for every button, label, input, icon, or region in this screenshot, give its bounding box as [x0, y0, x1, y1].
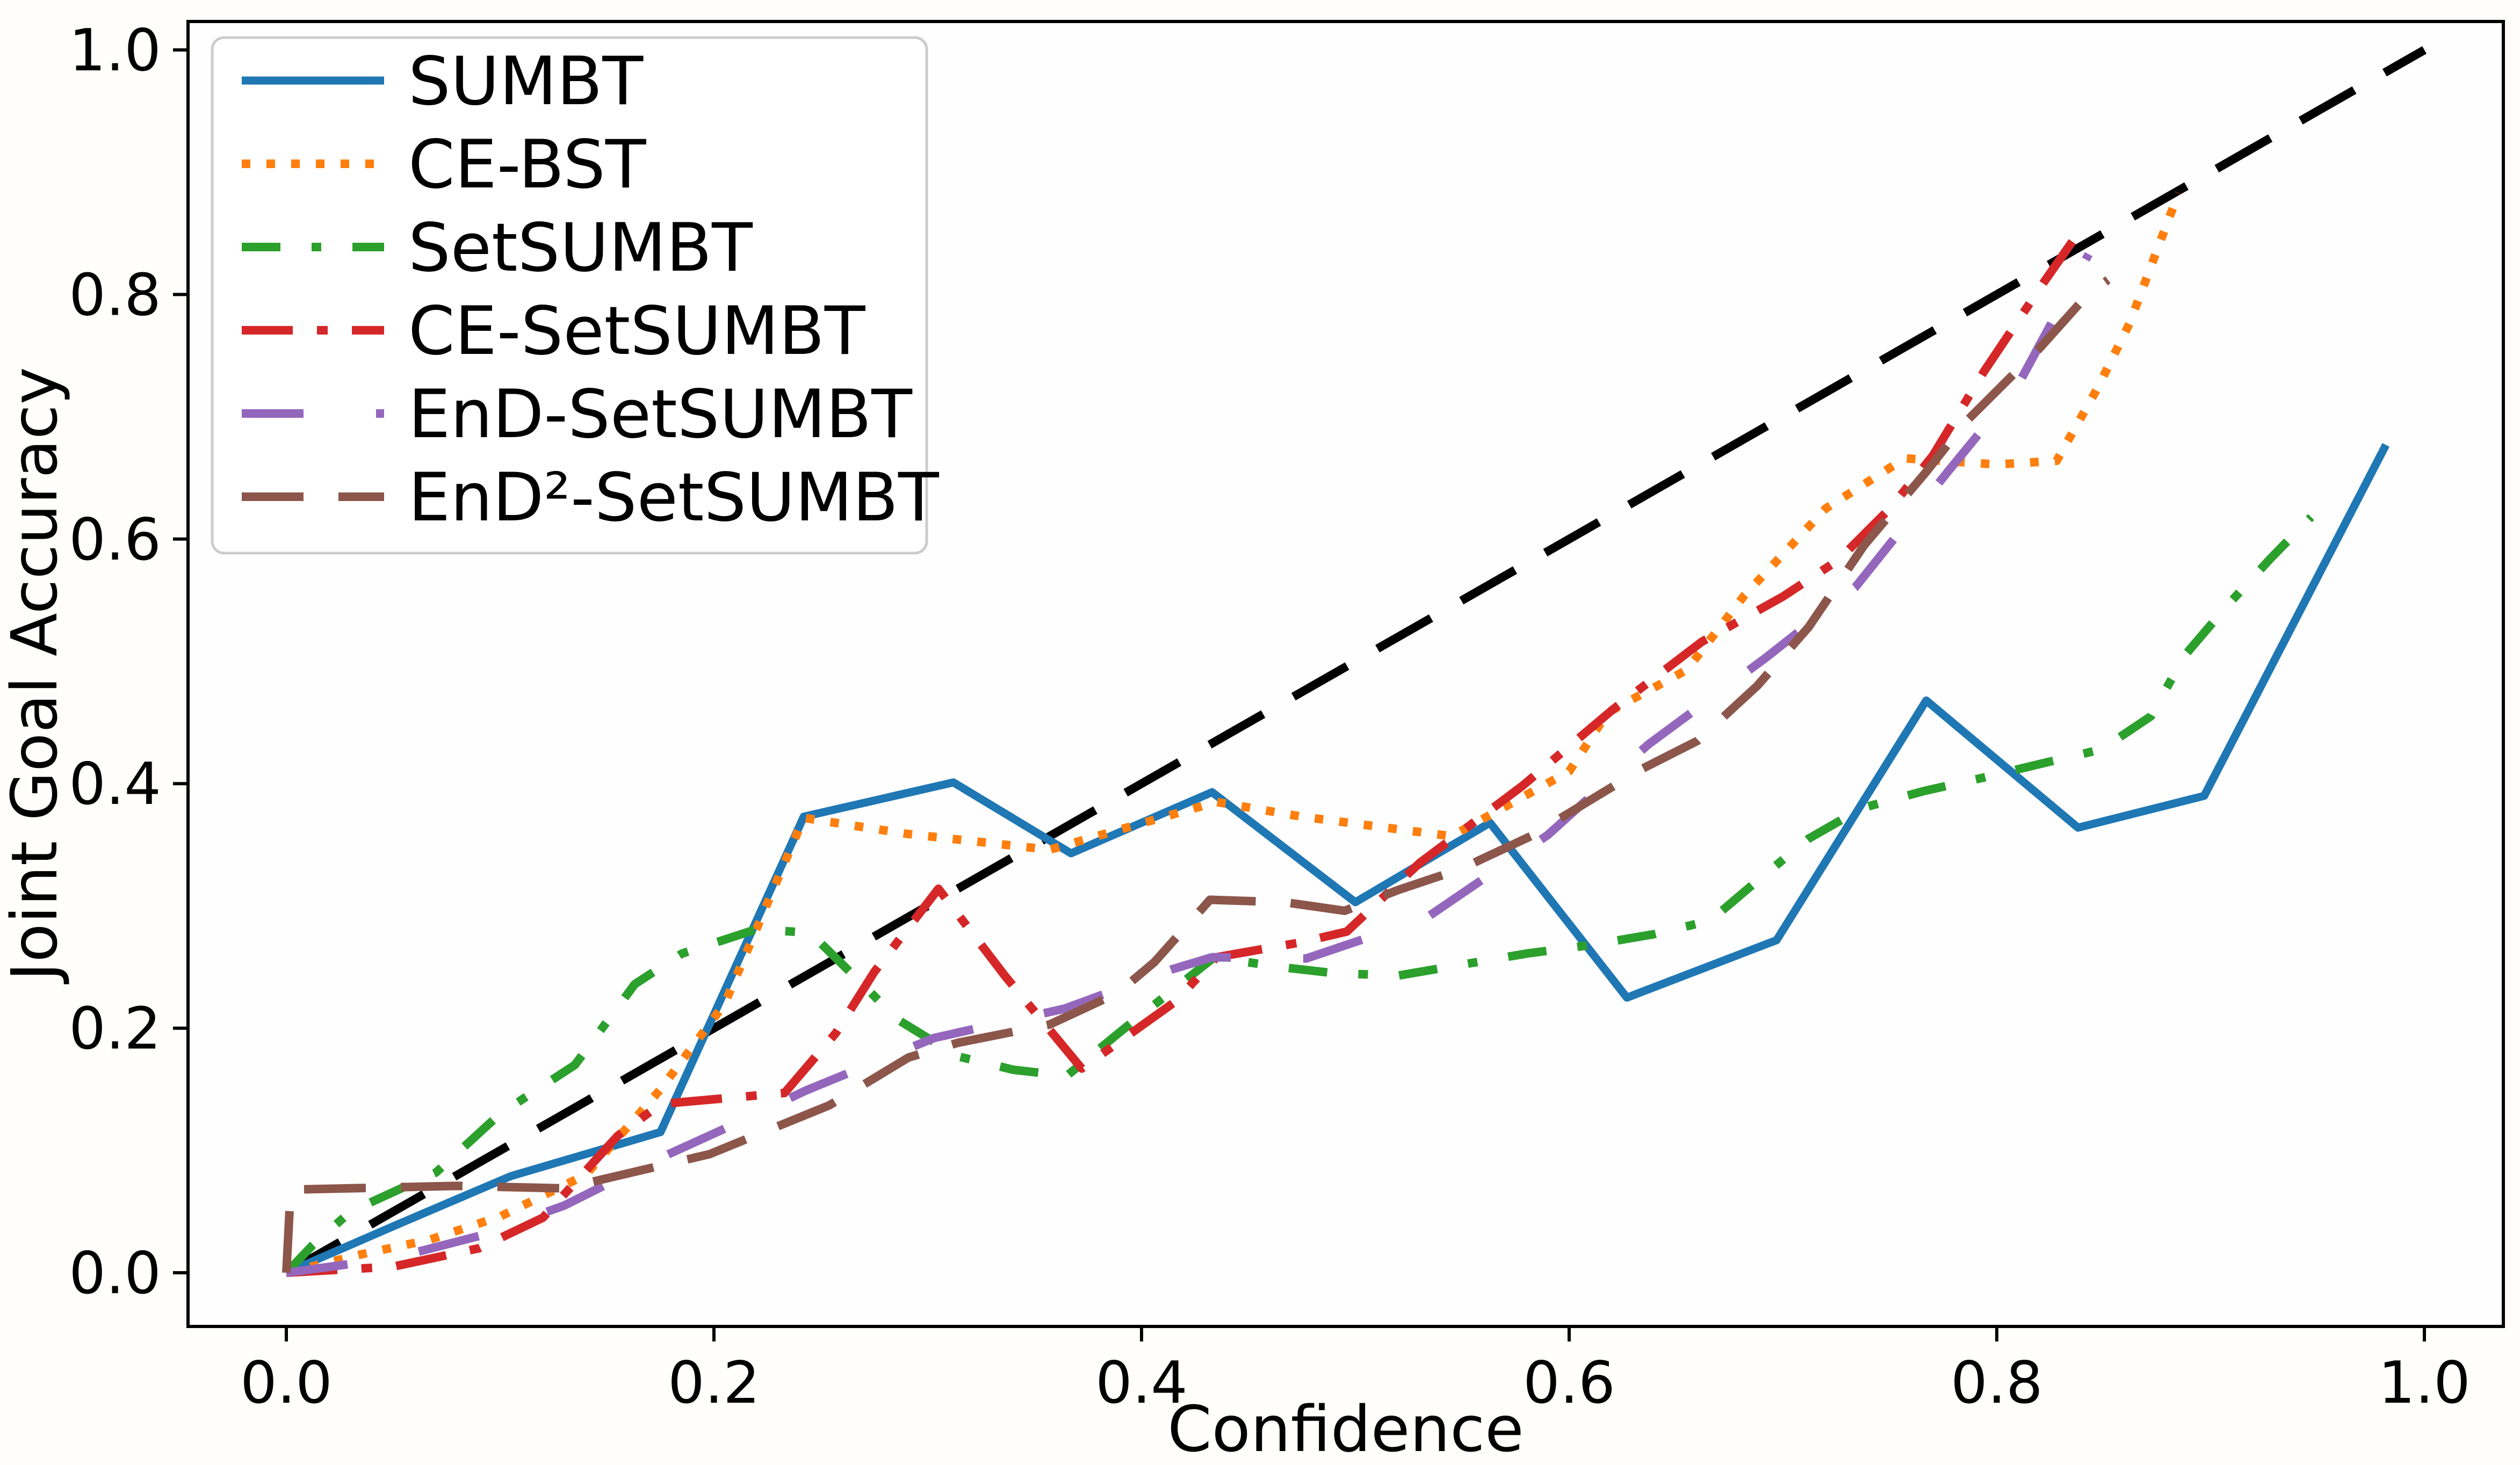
legend-label-CE-SetSUMBT: CE-SetSUMBT: [408, 293, 866, 370]
legend-label-EnD-SetSUMBT: EnD-SetSUMBT: [408, 376, 913, 453]
y-tick-label: 0.6: [69, 506, 161, 574]
series-layer: [282, 46, 2427, 1277]
y-tick-label: 1.0: [69, 17, 161, 84]
x-tick-label: 0.4: [1095, 1350, 1188, 1417]
legend-item-SetSUMBT: SetSUMBT: [242, 209, 753, 287]
legend-item-CE-BST: CE-BST: [242, 126, 647, 204]
series-line-EnD-SetSUMBT: [285, 252, 2093, 1277]
y-tick-label: 0.8: [69, 262, 161, 329]
x-tick-label: 0.6: [1523, 1350, 1615, 1417]
legend-item-EnD-SetSUMBT: EnD-SetSUMBT: [242, 376, 913, 453]
x-tick-label: 0.8: [1951, 1350, 2043, 1417]
legend-box: [211, 36, 928, 555]
legend: SUMBTCE-BSTSetSUMBTCE-SetSUMBTEnD-SetSUM…: [211, 36, 940, 555]
legend-item-CE-SetSUMBT: CE-SetSUMBT: [242, 293, 866, 370]
legend-label-SUMBT: SUMBT: [408, 43, 644, 120]
series-line-SUMBT: [285, 443, 2390, 1277]
legend-label-EnD2-SetSUMBT: EnD²-SetSUMBT: [408, 459, 940, 536]
axis-ticks: 0.0 0.2 0.4 0.6 0.8 1.0 0.0 0.2 0.4 0.6 0.8 1.0: [69, 17, 2471, 1417]
x-axis-label: Confidence: [1167, 1392, 1523, 1465]
x-tick-label: 0.0: [240, 1350, 333, 1417]
series-line-SetSUMBT: [283, 514, 2314, 1276]
y-axis-label: Joint Goal Accuracy: [0, 367, 71, 984]
y-tick-label: 0.2: [69, 996, 161, 1063]
series-line-CE-BST: [285, 191, 2183, 1277]
x-tick-label: 0.2: [668, 1350, 760, 1417]
legend-label-CE-BST: CE-BST: [408, 126, 647, 204]
legend-item-EnD2-SetSUMBT: EnD²-SetSUMBT: [242, 459, 940, 536]
y-tick-label: 0.0: [69, 1240, 161, 1307]
legend-item-SUMBT: SUMBT: [242, 43, 644, 120]
x-tick-label: 1.0: [2378, 1350, 2471, 1417]
legend-label-SetSUMBT: SetSUMBT: [408, 209, 753, 287]
y-tick-label: 0.4: [69, 751, 161, 818]
